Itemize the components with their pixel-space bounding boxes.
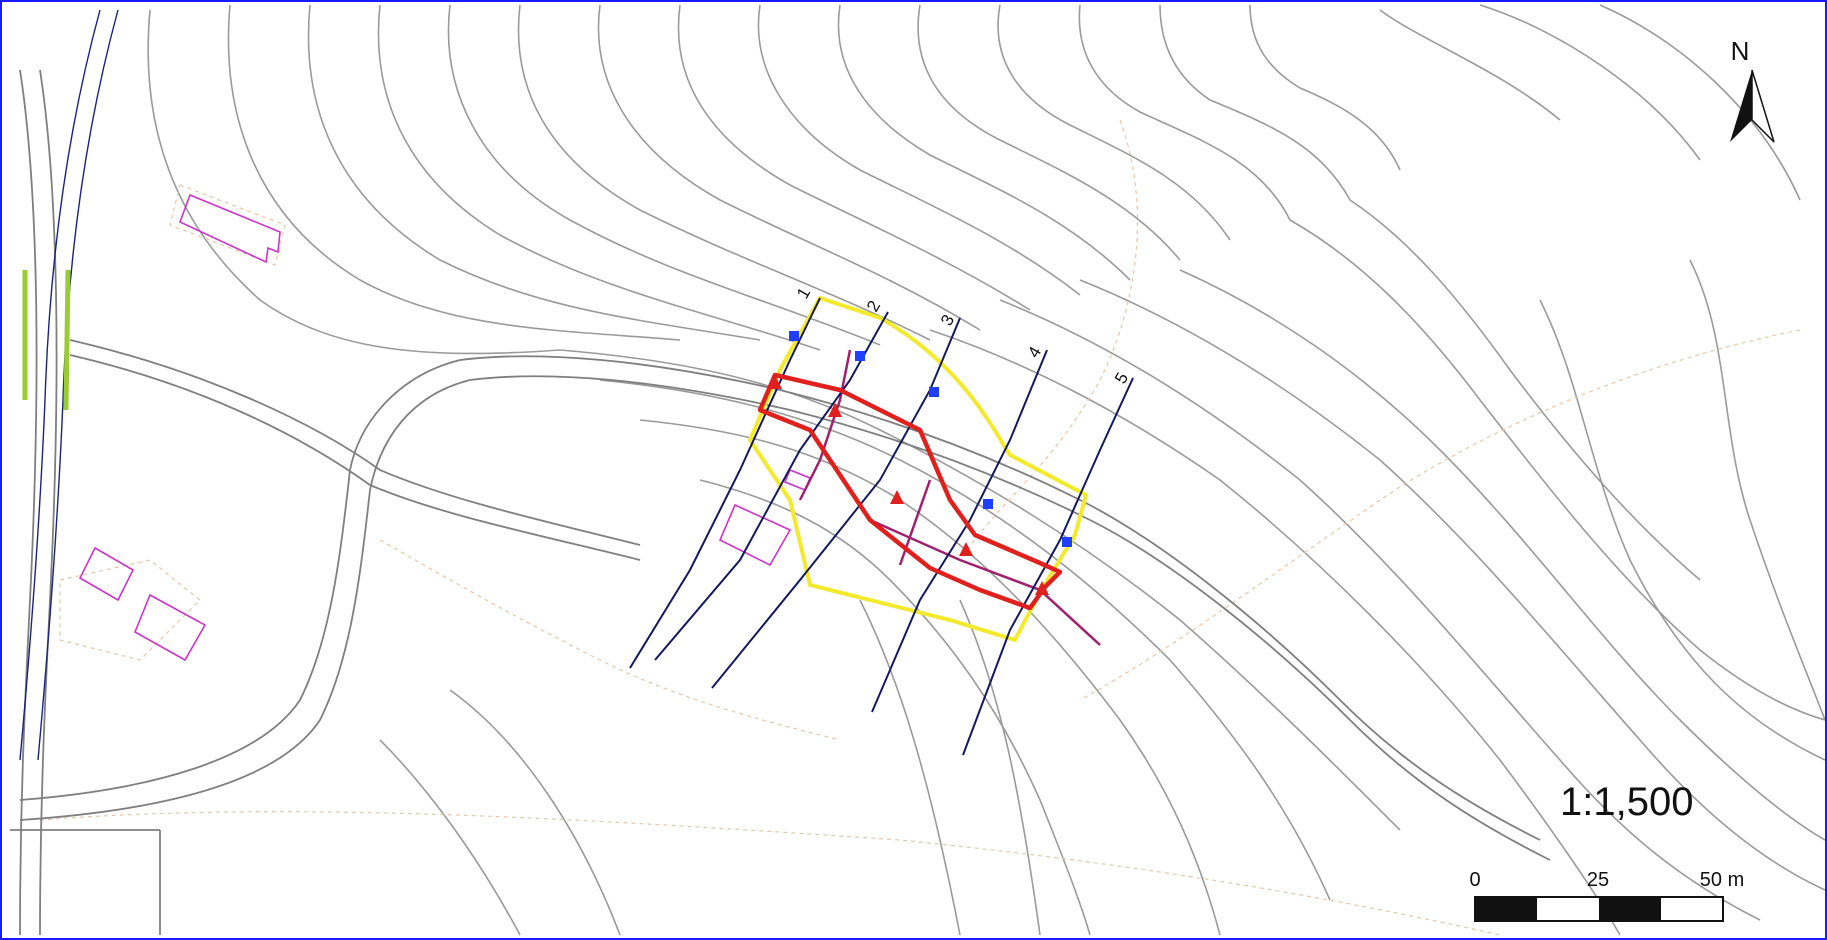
survey-lines [629, 297, 1134, 756]
north-arrow-icon [1730, 70, 1752, 142]
scale-tick-label: 0 [1469, 869, 1480, 891]
building [178, 193, 281, 264]
survey-markers-blue [789, 331, 1072, 547]
scale-ratio: 1:1,500 [1560, 780, 1693, 824]
survey-line-3 [711, 317, 961, 689]
building [133, 593, 207, 662]
survey-line-label: 4 [1024, 343, 1045, 361]
blue-square-icon [1062, 537, 1072, 547]
survey-line-label: 3 [937, 311, 958, 329]
red-triangle-icon [890, 490, 904, 504]
buildings [78, 193, 812, 662]
building [78, 546, 135, 602]
blue-square-icon [855, 351, 865, 361]
boundary-yellow [747, 295, 1089, 643]
survey-line-label: 1 [793, 284, 814, 302]
red-triangle-icon [828, 403, 842, 417]
survey-line-2 [654, 311, 889, 661]
scale-tick-label: 50 m [1700, 869, 1744, 891]
slide-markers-red [768, 375, 1049, 595]
north-arrow: N [1730, 36, 1775, 143]
scale-tick-label: 25 [1587, 869, 1609, 891]
survey-line-1 [629, 297, 821, 669]
roads [10, 69, 1551, 936]
red-triangle-icon [768, 375, 782, 389]
contour-lines [147, 4, 1826, 936]
survey-line-4 [871, 349, 1048, 713]
north-label: N [1731, 36, 1750, 66]
blue-square-icon [929, 387, 939, 397]
property-boundaries [39, 119, 1801, 936]
red-triangle-icon [959, 542, 973, 556]
building [718, 503, 792, 567]
slide-outline-red [757, 372, 1063, 611]
red-triangle-icon [1035, 581, 1049, 595]
blue-square-icon [789, 331, 799, 341]
survey-line-5 [962, 377, 1134, 756]
left-channel [19, 9, 119, 761]
blue-square-icon [983, 499, 993, 509]
scale-bar: 0 25 50 m [1469, 869, 1744, 922]
